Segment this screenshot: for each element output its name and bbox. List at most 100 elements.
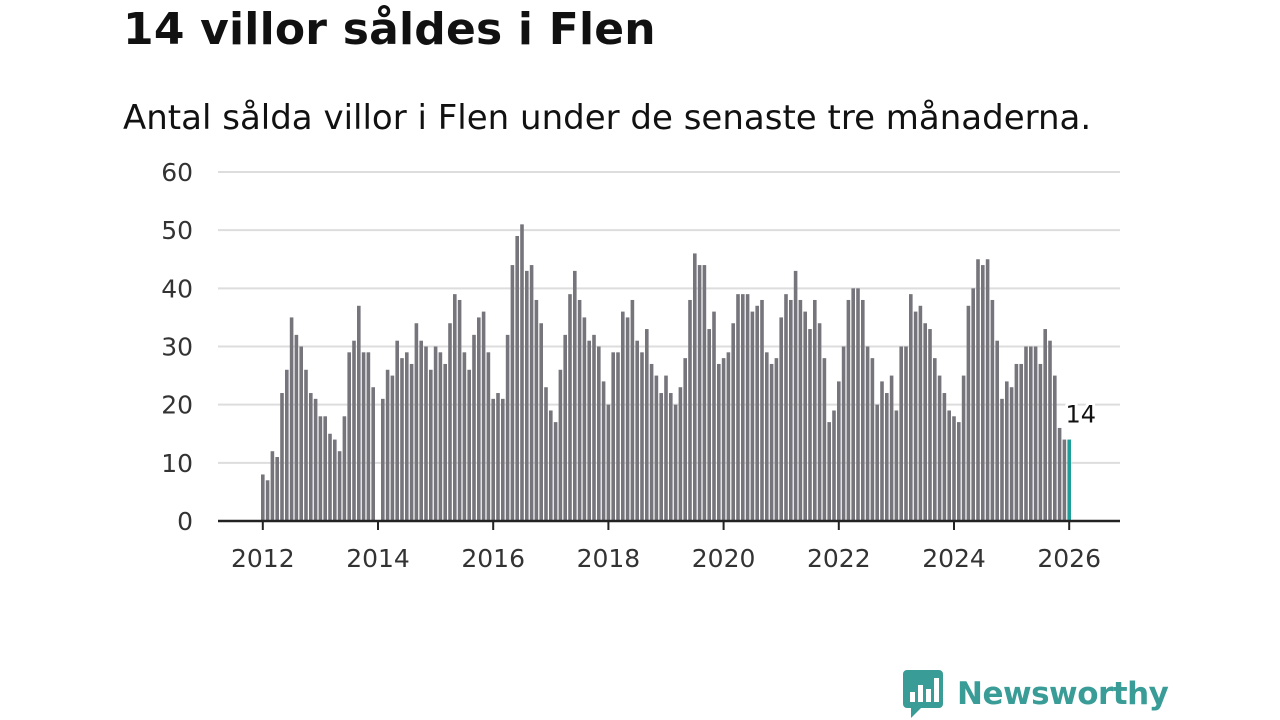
bar <box>443 363 447 521</box>
bar <box>587 340 591 521</box>
bar <box>352 340 356 521</box>
bar <box>875 404 879 521</box>
bar <box>793 270 798 521</box>
bar <box>539 323 543 521</box>
x-tick-label: 2022 <box>807 544 871 573</box>
bar-chart-logo-icon <box>903 670 943 718</box>
bar <box>453 294 457 521</box>
y-tick-label: 50 <box>161 216 193 245</box>
bar <box>745 294 750 521</box>
bar <box>616 352 620 521</box>
bar <box>270 451 275 521</box>
bar <box>496 393 500 521</box>
bar <box>299 346 303 521</box>
bar <box>1062 439 1067 521</box>
bar <box>549 410 553 521</box>
bar <box>702 265 707 521</box>
x-tick-label: 2012 <box>231 544 295 573</box>
bar <box>477 317 481 521</box>
bar <box>1038 363 1043 521</box>
bar <box>721 358 726 521</box>
bar <box>995 340 999 521</box>
bar <box>649 363 654 521</box>
bar <box>712 311 716 521</box>
bar <box>1048 340 1052 521</box>
bar <box>606 404 611 521</box>
bar <box>894 410 899 521</box>
bar <box>534 299 539 521</box>
bar <box>621 311 625 521</box>
bar <box>947 410 951 521</box>
bar <box>769 363 774 521</box>
bar <box>841 346 846 521</box>
bar <box>520 224 524 521</box>
bar <box>717 363 721 521</box>
bar <box>357 305 361 521</box>
bar <box>760 299 764 521</box>
bar <box>990 299 995 521</box>
bar <box>904 346 908 521</box>
bar <box>837 381 841 521</box>
bar <box>1005 381 1009 521</box>
bar <box>510 265 515 521</box>
bar <box>933 358 937 521</box>
bar <box>808 329 812 521</box>
chart-title: 14 villor såldes i Flen <box>123 4 656 55</box>
bar <box>635 340 639 521</box>
bar <box>971 288 975 521</box>
bar <box>952 416 956 521</box>
x-tick-label: 2020 <box>692 544 756 573</box>
bar <box>985 259 990 521</box>
bar <box>462 352 467 521</box>
bar <box>625 317 630 521</box>
data-label: 14 <box>1066 401 1097 429</box>
bar <box>856 288 860 521</box>
bar <box>688 299 692 521</box>
bar <box>328 433 332 521</box>
bar <box>491 398 495 521</box>
y-tick-label: 30 <box>161 333 193 362</box>
bar <box>515 235 519 521</box>
bar <box>337 451 342 521</box>
bar <box>789 299 793 521</box>
bar <box>309 393 313 521</box>
bar <box>601 381 606 521</box>
bar <box>563 334 567 521</box>
bar <box>457 299 462 521</box>
bar <box>347 352 351 521</box>
bar <box>937 375 942 521</box>
bar <box>433 346 438 521</box>
bar <box>923 323 927 521</box>
bar <box>381 398 385 521</box>
bar <box>957 422 961 521</box>
bar <box>481 311 486 521</box>
bar <box>366 352 371 521</box>
bar <box>1033 346 1038 521</box>
y-tick-label: 40 <box>161 274 193 303</box>
bar <box>568 294 572 521</box>
brand-logo[interactable]: Newsworthy <box>903 670 1169 718</box>
bar <box>577 299 582 521</box>
bar <box>318 416 323 521</box>
bar <box>817 323 822 521</box>
x-tick-label: 2018 <box>577 544 641 573</box>
bar <box>899 346 903 521</box>
bar <box>611 352 615 521</box>
bar <box>1009 387 1014 521</box>
bar <box>683 358 687 521</box>
bar <box>885 393 889 521</box>
bar <box>424 346 428 521</box>
bar <box>889 375 894 521</box>
bar <box>323 416 327 521</box>
bar <box>630 299 635 521</box>
bar <box>726 352 731 521</box>
bar <box>640 352 644 521</box>
bar <box>400 358 404 521</box>
bar <box>784 294 788 521</box>
bar <box>409 363 414 521</box>
bar <box>342 416 347 521</box>
bar <box>304 369 308 521</box>
bar <box>265 480 270 521</box>
x-axis: 2012 2014 2016 2018 2020 2022 2024 2026 <box>218 519 1120 573</box>
bar <box>472 334 476 521</box>
